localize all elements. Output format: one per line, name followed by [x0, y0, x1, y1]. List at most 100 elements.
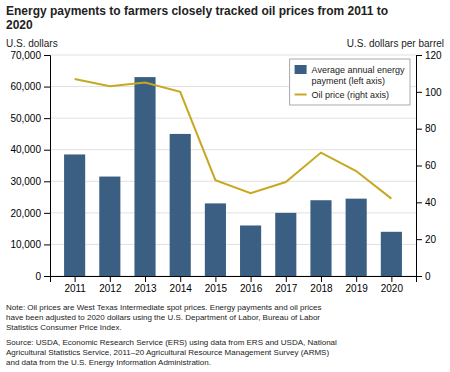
- bar: [64, 154, 85, 276]
- tick-mark: [416, 92, 422, 93]
- tick: 100: [416, 87, 442, 98]
- tick-label: 2017: [275, 283, 298, 294]
- line: [75, 79, 392, 199]
- y2-axis-title: U.S. dollars per barrel: [347, 38, 444, 49]
- tick: 40,000: [10, 144, 50, 155]
- tick-mark: [416, 239, 422, 240]
- tick-label: 2019: [346, 283, 369, 294]
- tick: 40: [416, 197, 437, 208]
- tick-label: 2020: [381, 283, 404, 294]
- title-line: Energy payments to farmers closely track…: [6, 4, 388, 18]
- tick-label: 60,000: [10, 81, 41, 92]
- tick-mark: [416, 129, 422, 130]
- annotation-line: have been adjusted to 2020 dollars using…: [6, 313, 320, 322]
- tick: 0: [416, 271, 431, 282]
- tick: 2016: [240, 276, 263, 294]
- legend-label: Oil price (right axis): [312, 90, 390, 100]
- tick: 2015: [205, 276, 228, 294]
- tick-mark: [44, 181, 50, 182]
- tick: 2013: [134, 276, 157, 294]
- annotation-line: Statistics Consumer Price Index.: [6, 323, 122, 332]
- chart: Energy payments to farmers closely track…: [0, 0, 450, 372]
- tick-label: 100: [425, 87, 442, 98]
- tick-mark: [416, 55, 422, 56]
- bar: [99, 177, 120, 276]
- tick: 50,000: [10, 113, 50, 124]
- tick: 20,000: [10, 208, 50, 219]
- tick: 80: [416, 123, 437, 134]
- tick-label: 2012: [99, 283, 122, 294]
- annotation-line: Source: USDA, Economic Research Service …: [6, 338, 337, 347]
- tick-label: 40: [425, 197, 437, 208]
- tick-mark: [44, 276, 50, 277]
- tick-mark: [44, 118, 50, 119]
- y-axis-title: U.S. dollars: [6, 38, 58, 49]
- bar: [381, 232, 402, 276]
- yticks-axis: 0 10,000 20,000 30,000 40,000 50,000 60,000 70,…: [10, 50, 50, 282]
- plot-area: [64, 77, 402, 276]
- tick: 20: [416, 234, 437, 245]
- xticks-axis: 2011 2012 2013 2014 2015 2016 2017 2018 2019 2020: [51, 276, 417, 294]
- annotation: Source: USDA, Economic Research Service …: [6, 338, 337, 367]
- tick-label: 0: [425, 271, 431, 282]
- legend-frame: [290, 59, 410, 105]
- tick: 60: [416, 160, 437, 171]
- bar: [134, 77, 155, 276]
- legend-label-line: Oil price (right axis): [312, 90, 390, 100]
- annotation-line: and data from the U.S. Energy Informatio…: [6, 358, 211, 367]
- tick-mark: [416, 202, 422, 203]
- tick-mark: [75, 276, 76, 282]
- tick-mark: [44, 213, 50, 214]
- bar: [310, 200, 331, 276]
- tick-label: 10,000: [10, 239, 41, 250]
- tick-mark: [44, 244, 50, 245]
- bar: [275, 213, 296, 276]
- tick-label: 30,000: [10, 176, 41, 187]
- tick-mark: [416, 166, 422, 167]
- tick-mark: [391, 276, 392, 282]
- tick: 2020: [381, 276, 404, 294]
- tick-mark: [356, 276, 357, 282]
- grid-line: [50, 149, 416, 150]
- grid-line: [50, 55, 416, 56]
- tick-mark: [286, 276, 287, 282]
- tick: 60,000: [10, 81, 50, 92]
- tick: 0: [35, 271, 50, 282]
- tick-label: 120: [425, 50, 442, 61]
- tick: 2012: [99, 276, 122, 294]
- tick-mark: [44, 55, 50, 56]
- tick-mark: [215, 276, 216, 282]
- title: Energy payments to farmers closely track…: [6, 4, 388, 32]
- tick-label: 50,000: [10, 113, 41, 124]
- tick-label: 2016: [240, 283, 263, 294]
- axis-line: [44, 56, 51, 277]
- bar: [240, 225, 261, 276]
- tick: 2011: [64, 276, 86, 294]
- legend-swatch: [295, 65, 307, 74]
- tick-label: 70,000: [10, 50, 41, 61]
- tick-label: 2015: [205, 283, 228, 294]
- tick-label: 20,000: [10, 208, 41, 219]
- legend-label-line: payment (left axis): [312, 76, 386, 86]
- annotation-line: Agricultural Statistics Service, 2011–20…: [6, 348, 329, 357]
- annotation-line: Note: Oil prices are West Texas Intermed…: [6, 303, 321, 312]
- tick: 10,000: [10, 239, 50, 250]
- tick-mark: [44, 87, 50, 88]
- tick: 2018: [310, 276, 333, 294]
- tick-label: 40,000: [10, 144, 41, 155]
- tick-mark: [44, 150, 50, 151]
- tick-label: 2014: [170, 283, 193, 294]
- tick-mark: [321, 276, 322, 282]
- tick: 2017: [275, 276, 298, 294]
- tick-label: 2018: [310, 283, 333, 294]
- tick-label: 0: [35, 271, 41, 282]
- tick-mark: [180, 276, 181, 282]
- tick: 2019: [346, 276, 369, 294]
- tick-label: 60: [425, 160, 437, 171]
- grid-line: [50, 118, 416, 119]
- bar: [346, 199, 367, 276]
- tick-label: 2013: [134, 283, 157, 294]
- tick: 70,000: [10, 50, 50, 61]
- tick-mark: [251, 276, 252, 282]
- bar: [170, 134, 191, 276]
